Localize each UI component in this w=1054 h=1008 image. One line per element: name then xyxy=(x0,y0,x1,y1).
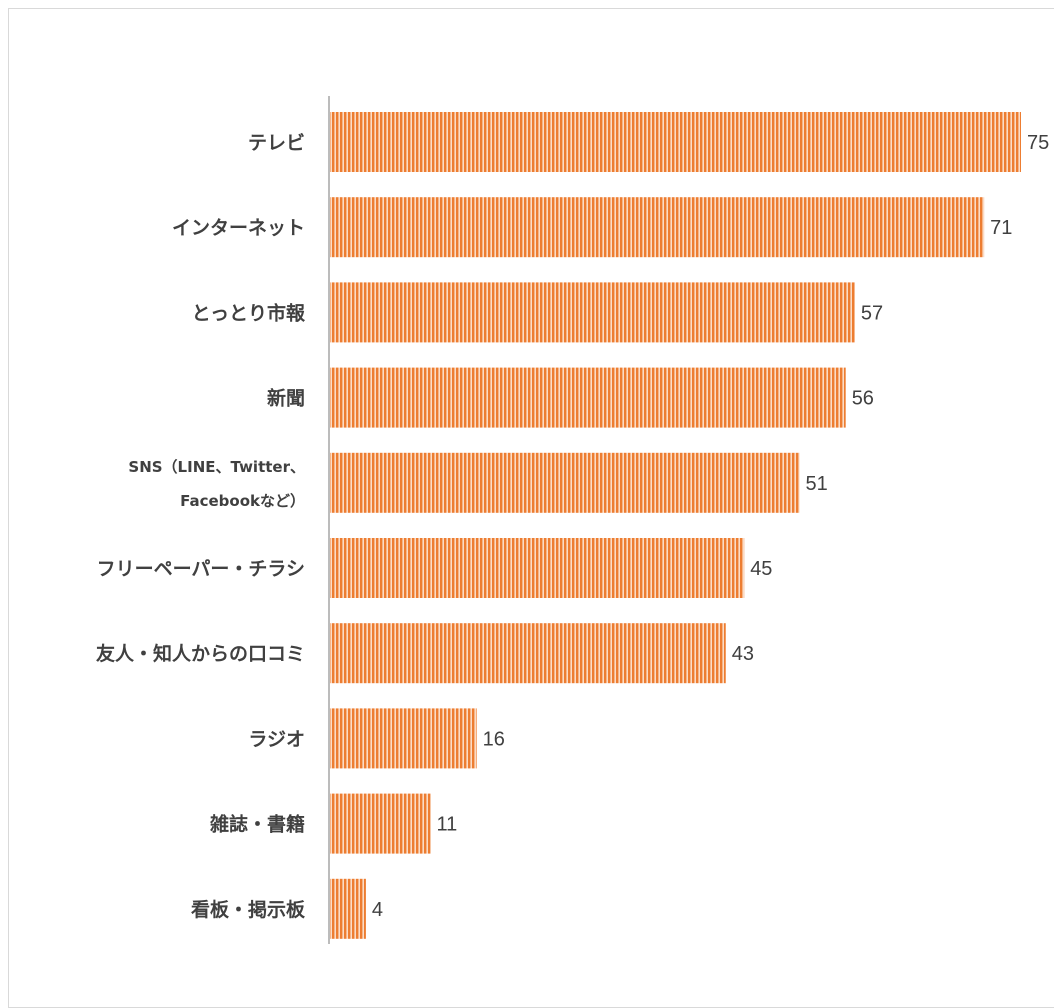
category-tick-label: ラジオ xyxy=(248,728,305,750)
bar xyxy=(330,112,1021,172)
data-label: 75 xyxy=(1027,132,1049,154)
data-label: 71 xyxy=(990,217,1012,239)
data-label: 51 xyxy=(806,473,828,495)
category-tick-label: 友人・知人からの口コミ xyxy=(96,642,305,665)
category-tick-label: SNS（LINE、Twitter、 Facebookなど） xyxy=(128,458,305,510)
bar xyxy=(330,708,477,769)
bar xyxy=(330,538,745,598)
category-tick-label: テレビ xyxy=(248,132,305,154)
category-tick-label-line: フリーペーパー・チラシ xyxy=(97,558,305,580)
category-tick-label: 新聞 xyxy=(267,387,305,410)
bar xyxy=(330,793,431,854)
bar xyxy=(330,197,985,258)
category-tick-label: とっとり市報 xyxy=(192,301,306,324)
category-tick-label-line: 看板・掲示板 xyxy=(190,898,306,921)
bar xyxy=(330,452,800,513)
data-label: 11 xyxy=(436,814,457,836)
category-tick-label: インターネット xyxy=(172,217,305,239)
category-tick-label-line: 雑誌・書籍 xyxy=(209,813,305,836)
category-tick-label-line: ラジオ xyxy=(248,728,305,750)
category-tick-label-line: 友人・知人からの口コミ xyxy=(96,642,305,665)
category-tick-label: 雑誌・書籍 xyxy=(209,813,305,836)
data-label: 56 xyxy=(852,388,874,410)
category-tick-label-line: インターネット xyxy=(172,217,305,239)
bar xyxy=(330,878,366,939)
category-tick-label: 看板・掲示板 xyxy=(190,898,306,921)
bar xyxy=(330,367,846,428)
category-tick-label-line: 新聞 xyxy=(267,387,305,410)
data-label: 45 xyxy=(750,558,772,580)
bar xyxy=(330,623,726,684)
category-tick-label: フリーペーパー・チラシ xyxy=(97,558,305,580)
value-labels-layer: 75 71 57 56 51 45 43 16 11 4 xyxy=(372,132,1049,921)
category-tick-label-line: とっとり市報 xyxy=(192,301,306,324)
data-label: 4 xyxy=(372,899,383,921)
data-label: 57 xyxy=(861,302,883,324)
category-tick-label-line: SNS（LINE、Twitter、 xyxy=(128,458,305,476)
bar xyxy=(330,282,855,343)
data-label: 16 xyxy=(483,728,505,750)
bars-layer xyxy=(330,112,1021,939)
category-tick-label-line: Facebookなど） xyxy=(180,492,305,510)
data-label: 43 xyxy=(732,643,754,665)
category-tick-label-line: テレビ xyxy=(248,132,305,154)
